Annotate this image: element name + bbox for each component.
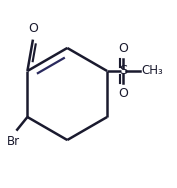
Text: O: O [28, 22, 38, 35]
Text: CH₃: CH₃ [142, 64, 163, 77]
Text: O: O [118, 42, 128, 55]
Text: S: S [119, 64, 127, 77]
Text: Br: Br [7, 135, 20, 148]
Text: O: O [118, 87, 128, 100]
